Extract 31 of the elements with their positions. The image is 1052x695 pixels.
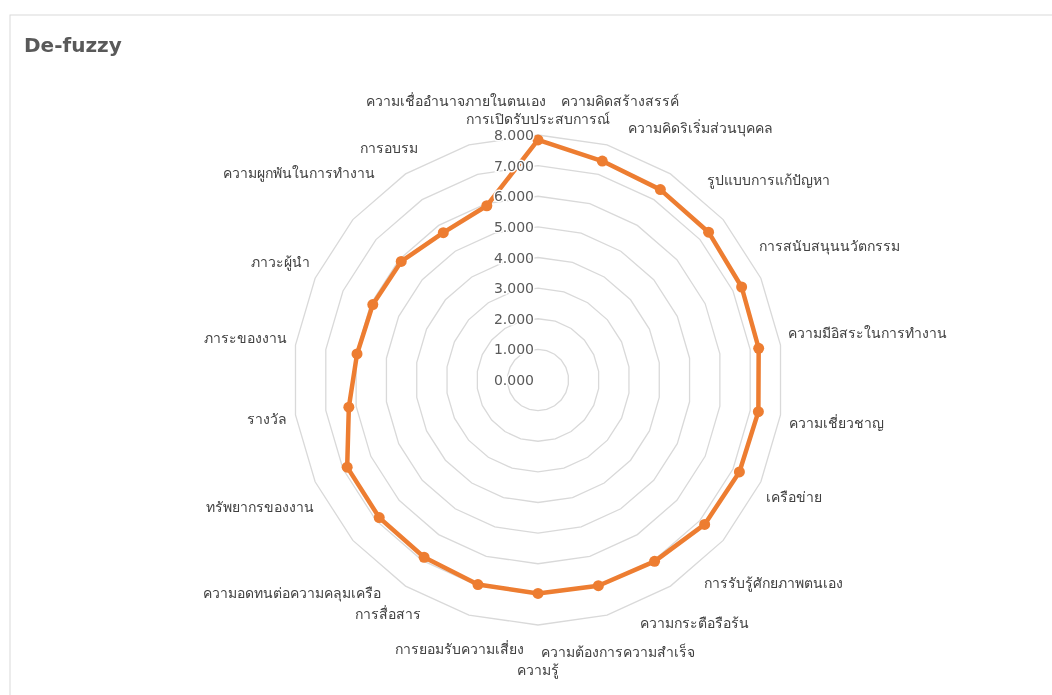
- y-tick-label: 2.000: [493, 310, 534, 327]
- y-tick-label: 6.000: [493, 188, 534, 205]
- spoke-label: ภาวะผู้นำ: [250, 253, 310, 271]
- spoke-label: การรับรู้ศักยภาพตนเอง: [703, 575, 843, 593]
- spoke-label: ความกระตือรือร้น: [639, 615, 749, 632]
- spoke-label: การอบรม: [360, 140, 419, 157]
- y-tick-label: 4.000: [493, 249, 534, 266]
- spoke-label: ความคิดสร้างสรรค์: [561, 92, 680, 109]
- chart-title: De-fuzzy: [24, 33, 122, 57]
- spoke-label: ภาระของงาน: [204, 329, 288, 346]
- spoke-label: การเปิดรับประสบการณ์: [466, 111, 610, 127]
- spoke-label: ทรัพยากรของงาน: [206, 498, 315, 515]
- spoke-label: รูปแบบการแก้ปัญหา: [707, 171, 831, 189]
- spoke-label: ความมีอิสระในการทำงาน: [787, 324, 947, 341]
- y-tick-label: 1.000: [493, 341, 534, 358]
- spoke-label: ความคิดริเริ่มส่วนบุคคล: [627, 118, 773, 137]
- y-tick-label: 5.000: [493, 218, 534, 235]
- spoke-label: ความเชี่ยวชาญ: [788, 414, 884, 432]
- spoke-label: ความผูกพันในการทำงาน: [223, 164, 376, 182]
- y-tick-label: 8.000: [493, 127, 534, 143]
- y-tick-label: 0.000: [493, 372, 534, 388]
- spoke-label: ความเชื่ออำนาจภายในตนเอง: [365, 91, 546, 109]
- spoke-label: รางวัล: [246, 410, 287, 427]
- spoke-label: การสื่อสาร: [354, 605, 421, 623]
- spoke-label: ความอดทนต่อความคลุมเครือ: [202, 584, 381, 602]
- spoke-label: การยอมรับความเสี่ยง: [394, 639, 524, 657]
- spoke-label: เครือข่าย: [766, 489, 823, 506]
- spoke-label: การสนับสนุนนวัตกรรม: [759, 238, 901, 256]
- spoke-label: ความต้องการความสำเร็จ: [540, 642, 695, 660]
- y-tick-label: 3.000: [493, 280, 534, 297]
- spoke-label: ความรู้: [517, 662, 559, 679]
